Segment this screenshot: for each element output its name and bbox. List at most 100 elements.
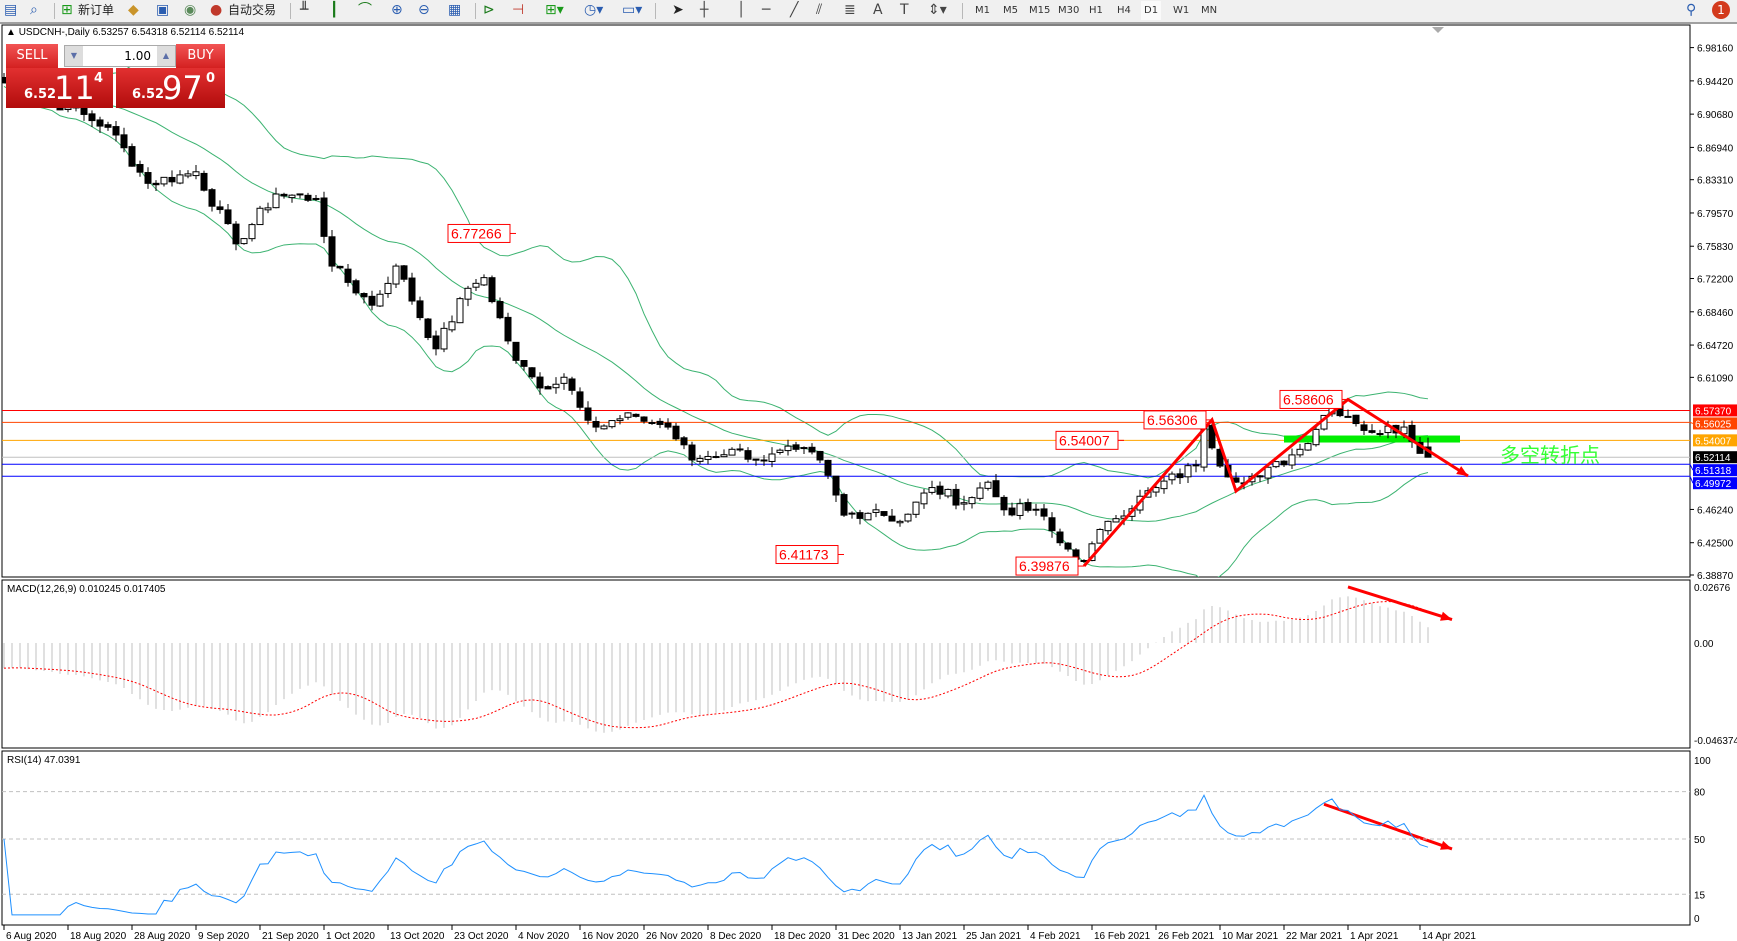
date-axis-label: 4 Nov 2020 [518, 931, 570, 941]
timeframe-m1[interactable]: M1 [975, 5, 990, 16]
timeframe-m30[interactable]: M30 [1058, 5, 1080, 16]
trendline-icon[interactable]: ╱ [790, 2, 799, 18]
candle-bearish [424, 318, 432, 338]
text-label-icon[interactable]: T [900, 2, 909, 18]
price-axis-label: 6.83310 [1697, 176, 1734, 187]
timeframe-mn[interactable]: MN [1201, 5, 1218, 16]
candle-bullish [1288, 454, 1296, 466]
rsi-trend-arrow [1323, 802, 1453, 851]
timeframe-m15[interactable]: M15 [1029, 5, 1051, 16]
candle-bearish [680, 437, 688, 446]
zoom-in-icon[interactable]: ⊕ [391, 2, 403, 18]
cursor-icon[interactable]: ➤ [672, 2, 684, 18]
candle-bearish [576, 391, 584, 408]
candle-bearish [1048, 517, 1056, 532]
timeframe-h4[interactable]: H4 [1117, 5, 1131, 16]
autoscroll-icon[interactable]: ⊣ [512, 2, 525, 18]
candle-bullish [1168, 473, 1176, 481]
candle-bullish [600, 425, 608, 430]
timeframe-h1[interactable]: H1 [1089, 5, 1103, 16]
arrows-icon[interactable]: ⇕▾ [928, 2, 947, 18]
search-icon[interactable]: ⚲ [1686, 2, 1697, 18]
signals-icon[interactable]: ◉ [184, 2, 197, 18]
lot-size-input[interactable]: ▼ 1.00 ▲ [64, 45, 176, 67]
candle-bearish [808, 446, 816, 453]
templates-icon[interactable]: ▭▾ [622, 2, 643, 18]
market-watch-icon[interactable]: ▤ [4, 2, 18, 18]
candle-bearish [568, 378, 576, 391]
date-axis-label: 26 Feb 2021 [1158, 931, 1215, 941]
crosshair-icon[interactable]: ┼ [700, 2, 709, 18]
metaeditor-icon[interactable]: ◆ [128, 2, 139, 18]
notification-badge[interactable]: 1 [1712, 1, 1730, 19]
bar-chart-icon[interactable]: ╨ [300, 2, 309, 18]
auto-trading-icon[interactable]: ● [210, 2, 223, 18]
candle-bearish [152, 182, 160, 186]
indicators-icon[interactable]: ⊞▾ [545, 2, 564, 18]
auto-trading-button[interactable]: 自动交易 [228, 3, 277, 17]
equidistant-channel-icon[interactable]: ⫽ [816, 2, 823, 18]
timeframe-w1[interactable]: W1 [1173, 5, 1190, 16]
candlestick-icon[interactable]: ┃ [330, 2, 339, 18]
periods-icon[interactable]: ◷▾ [584, 2, 604, 18]
date-axis-label: 8 Dec 2020 [710, 931, 762, 941]
candle-bullish [1344, 415, 1352, 418]
lot-decrease-button[interactable]: ▼ [65, 46, 83, 66]
candle-bearish [120, 134, 128, 149]
candle-bullish [728, 448, 736, 456]
tile-windows-icon[interactable]: ▦ [448, 2, 462, 18]
zoom-out-icon[interactable]: ⊖ [418, 2, 430, 18]
vertical-line-icon[interactable]: │ [737, 2, 746, 18]
candle-bullish [552, 383, 560, 389]
sell-button[interactable]: SELL [6, 44, 58, 68]
collapse-icon[interactable]: ▲ [6, 27, 16, 38]
candle-bearish [1040, 508, 1048, 517]
candle-bearish [856, 512, 864, 519]
timeframe-m5[interactable]: M5 [1003, 5, 1018, 16]
sell-price[interactable]: 6.52 11 4 [6, 68, 113, 108]
candle-bearish [512, 341, 520, 361]
date-axis-label: 22 Mar 2021 [1286, 931, 1343, 941]
timeframe-d1[interactable]: D1 [1141, 1, 1162, 20]
candle-bearish [304, 194, 312, 201]
navigator-icon[interactable]: ⌕ [30, 2, 38, 18]
candle-bearish [1056, 531, 1064, 544]
new-order-icon[interactable]: ⊞ [61, 2, 73, 18]
price-axis-label: 6.94420 [1697, 77, 1734, 88]
price-label-text: 6.56306 [1147, 412, 1198, 428]
candle-bullish [624, 412, 632, 418]
buy-price-pips: 97 [162, 69, 203, 107]
buy-price[interactable]: 6.52 97 0 [116, 68, 225, 108]
chart-shift-icon[interactable]: ⊳ [483, 2, 495, 18]
line-chart-icon[interactable]: ⌒ [358, 2, 372, 18]
fibonacci-icon[interactable]: ≣ [844, 2, 856, 18]
candle-bearish [1024, 502, 1032, 511]
horizontal-line-icon[interactable]: ─ [762, 2, 771, 18]
candle-bearish [688, 444, 696, 461]
candle-bullish [376, 293, 384, 307]
price-label-box [1015, 556, 1079, 576]
price-axis-label: 6.72200 [1697, 275, 1734, 286]
candle-bullish [800, 447, 808, 450]
candle-bearish [1216, 448, 1224, 467]
candle-bearish [1000, 496, 1008, 511]
lot-increase-button[interactable]: ▲ [157, 46, 175, 66]
candle-bearish [1280, 460, 1288, 466]
price-axis-label: 6.42500 [1697, 539, 1734, 550]
date-axis-label: 13 Oct 2020 [390, 931, 445, 941]
macd-trend-arrow [1347, 585, 1453, 621]
candle-bullish [920, 492, 928, 505]
candle-bullish [472, 282, 480, 288]
price-line-label-bg [1693, 434, 1737, 447]
candle-bearish [368, 295, 376, 306]
text-icon[interactable]: A [873, 2, 883, 18]
lot-value[interactable]: 1.00 [124, 49, 151, 63]
buy-button[interactable]: BUY [176, 44, 225, 68]
candle-bearish [80, 106, 88, 115]
candle-bullish [264, 207, 272, 211]
terminal-icon[interactable]: ▣ [156, 2, 170, 18]
candle-bearish [200, 172, 208, 191]
new-order-button[interactable]: 新订单 [78, 3, 115, 17]
candle-bearish [832, 475, 840, 496]
